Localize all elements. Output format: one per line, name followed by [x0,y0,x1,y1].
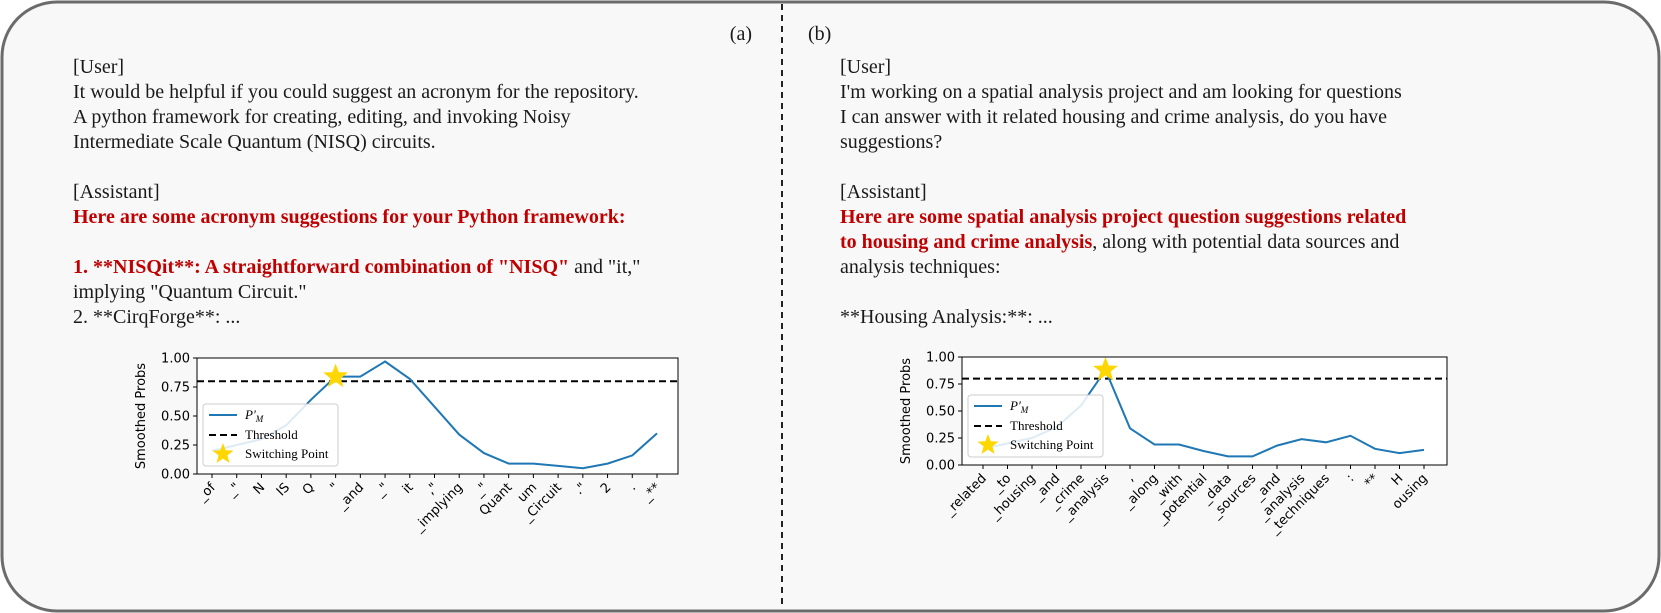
legend-sub: M [1020,405,1029,415]
text-segment: analysis techniques: [840,256,1001,278]
legend-label: Switching Point [1010,437,1094,452]
assistant-line: Here are some acronym suggestions for yo… [73,206,626,228]
assistant-line: to housing and crime analysis, along wit… [840,231,1399,253]
legend-name: P′ [244,407,256,422]
legend-label: P′M [1009,398,1029,415]
y-axis-label: Smoothed Probs [134,363,149,469]
assistant-line: implying "Quantum Circuit." [73,281,307,303]
user-line: suggestions? [840,131,942,153]
user-line: I'm working on a spatial analysis projec… [840,81,1402,103]
plot-border [961,356,1448,466]
user-line: Intermediate Scale Quantum (NISQ) circui… [73,131,436,153]
assistant-line: 1. **NISQit**: A straightforward combina… [73,256,640,278]
plot-border [196,357,679,475]
legend-sub: M [255,414,264,424]
y-tick-label: 0.00 [161,468,190,483]
y-tick-label: 0.50 [161,410,190,425]
text-segment: 1. **NISQit**: A straightforward combina… [73,256,569,278]
user-line: A python framework for creating, editing… [73,106,571,128]
assistant-line: Here are some spatial analysis project q… [840,206,1406,228]
text-segment: to housing and crime analysis [840,231,1092,253]
legend-box [202,403,339,467]
panel-label: (a) [730,23,752,45]
legend-star [212,443,234,463]
legend-label: P′M [244,407,264,424]
text-segment: and "it," [569,256,640,278]
y-tick-label: 0.25 [161,439,190,454]
user-line: It would be helpful if you could suggest… [73,81,639,103]
legend-star [977,434,999,454]
y-tick-label: 1.00 [926,351,955,366]
y-tick-label: 0.75 [161,381,190,396]
role-label: [User] [840,56,891,78]
legend-label: Threshold [1010,418,1063,433]
assistant-line: 2. **CirqForge**: ... [73,306,240,328]
y-tick-label: 0.25 [926,432,955,447]
legend-name: P′ [1009,398,1021,413]
switching-star [1093,357,1118,381]
y-tick-label: 1.00 [161,352,190,367]
text-segment: implying "Quantum Circuit." [73,281,307,303]
assistant-line: analysis techniques: [840,256,1001,278]
switching-star [323,363,348,388]
panel-label: (b) [808,23,831,45]
y-tick-label: 0.00 [926,459,955,474]
legend-label: Threshold [245,427,298,442]
assistant-line: **Housing Analysis:**: ... [840,306,1053,328]
text-segment: Here are some acronym suggestions for yo… [73,206,626,228]
y-tick-label: 0.75 [926,378,955,393]
text-segment: **Housing Analysis:**: ... [840,306,1053,328]
text-segment: Here are some spatial analysis project q… [840,206,1406,228]
y-axis-label: Smoothed Probs [899,358,914,464]
text-segment: 2. **CirqForge**: ... [73,306,240,328]
y-tick-label: 0.50 [926,405,955,420]
text-segment: , along with potential data sources and [1092,231,1399,253]
role-label: [User] [73,56,124,78]
user-line: I can answer with it related housing and… [840,106,1387,128]
legend-label: Switching Point [245,446,329,461]
role-label: [Assistant] [840,181,927,203]
role-label: [Assistant] [73,181,160,203]
legend-box [967,394,1104,458]
